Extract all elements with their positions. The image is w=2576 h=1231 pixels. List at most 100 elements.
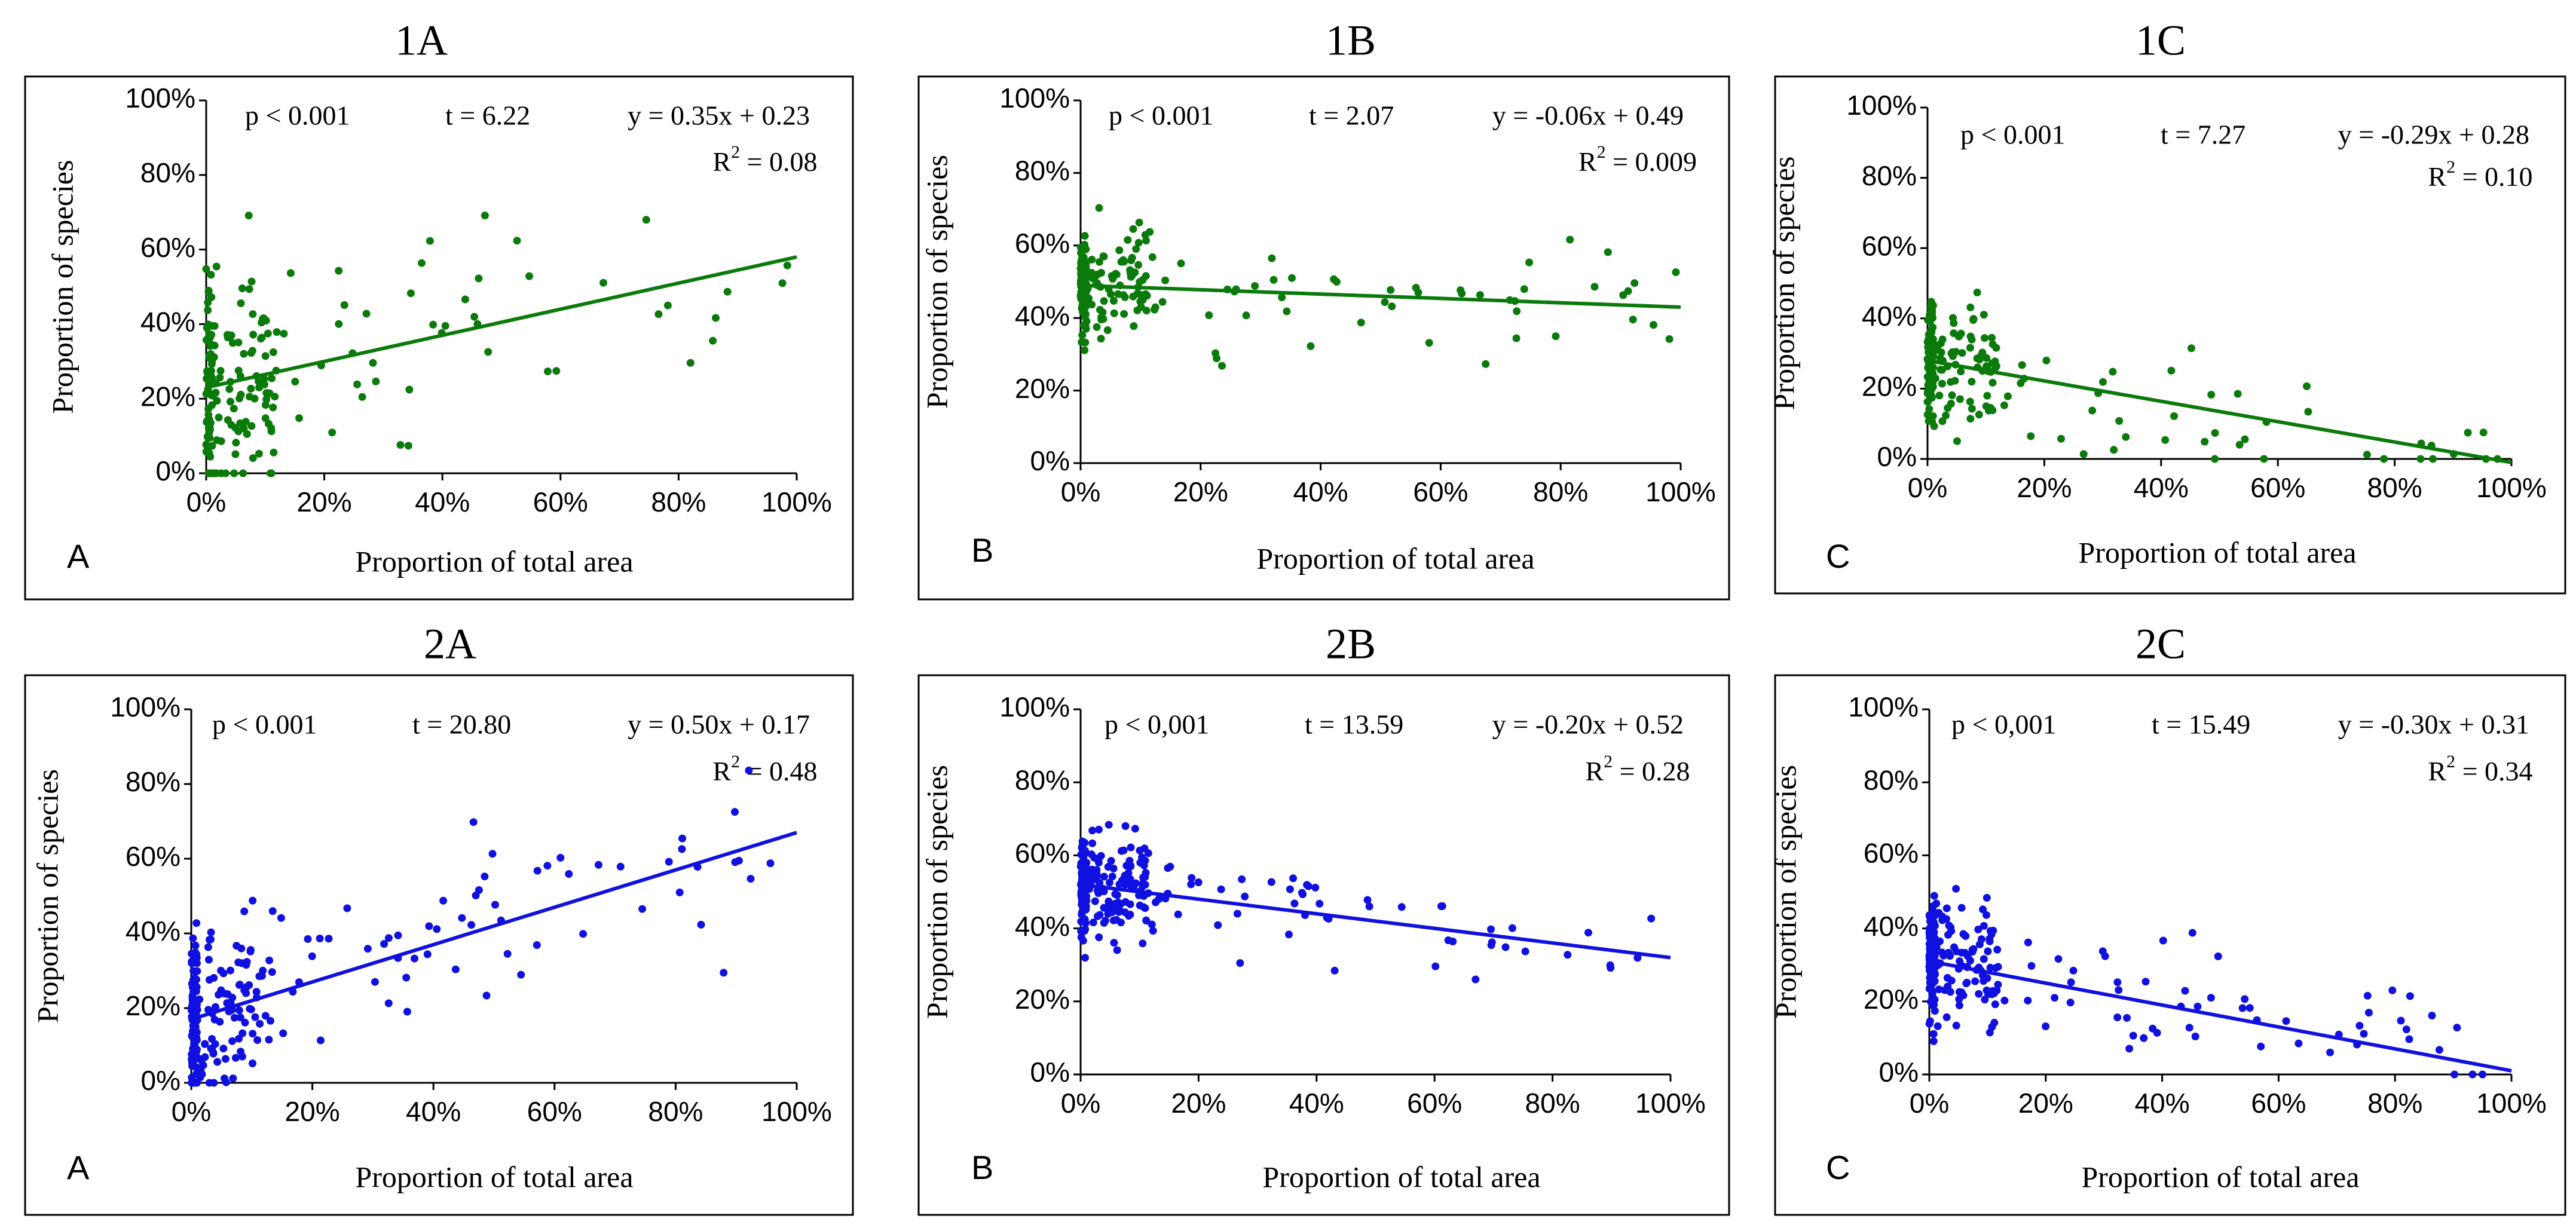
data-point: [1993, 945, 2002, 954]
data-point: [210, 341, 219, 350]
data-point: [235, 1006, 243, 1015]
x-tick-label: 20%: [297, 486, 352, 517]
data-point: [2149, 1024, 2157, 1033]
data-point: [192, 919, 201, 927]
data-point: [229, 1074, 237, 1083]
data-point: [595, 861, 602, 869]
data-point: [2435, 1046, 2443, 1054]
panel-2C: 2C 0% 20% 40% 60% 80% 100% 0% 20% 40% 60% 80% 100% Pr…: [1769, 620, 2566, 1216]
regression-equation: y = -0.29x + 0.28: [2338, 120, 2529, 150]
data-point: [766, 859, 775, 868]
data-point: [1136, 846, 1144, 855]
data-point: [1081, 244, 1089, 252]
data-point: [1242, 311, 1250, 320]
data-point: [2057, 434, 2065, 443]
data-point: [1100, 297, 1108, 305]
data-point: [1988, 990, 1996, 999]
data-point: [205, 956, 213, 964]
data-point: [267, 469, 276, 477]
data-point: [2129, 1031, 2137, 1040]
data-point: [1087, 870, 1095, 878]
data-point: [248, 347, 256, 355]
data-point: [2024, 938, 2032, 947]
data-point: [1088, 301, 1096, 309]
data-point: [2207, 994, 2215, 1002]
panel-1B: 1B 0% 20% 40% 60% 80% 100% 0% 20% 40% 60% 80% 100% Pr…: [917, 17, 1730, 601]
data-point: [237, 1048, 245, 1056]
data-point: [484, 348, 492, 356]
data-point: [240, 424, 248, 433]
p-value-text: p < 0,001: [1105, 709, 1209, 740]
data-point: [1948, 348, 1957, 356]
data-point: [2326, 1048, 2334, 1057]
x-tick-label: 40%: [2135, 1088, 2190, 1119]
data-point: [249, 1030, 257, 1038]
data-point: [192, 1070, 200, 1078]
data-point: [665, 858, 673, 866]
data-point: [1363, 896, 1372, 904]
data-point: [244, 212, 253, 220]
data-point: [371, 978, 379, 986]
r-squared-text: R2 = 0.34: [2428, 752, 2532, 786]
data-point: [1142, 272, 1150, 280]
data-point: [1135, 218, 1143, 226]
data-point: [1929, 1037, 1938, 1045]
data-point: [1267, 878, 1275, 886]
t-value-text: t = 2.07: [1309, 100, 1394, 131]
data-point: [2027, 961, 2036, 970]
data-point: [1961, 948, 1969, 957]
panel-frame: [917, 674, 1730, 1216]
data-point: [686, 359, 695, 367]
data-point: [230, 469, 238, 477]
data-point: [1929, 314, 1936, 322]
data-point: [1981, 334, 1988, 342]
x-tick-label: 80%: [648, 1096, 703, 1127]
t-value-text: t = 7.27: [2161, 120, 2245, 150]
data-point: [1134, 238, 1143, 247]
x-axis-label: Proportion of total area: [1262, 1160, 1540, 1193]
data-point: [1928, 347, 1936, 354]
x-tick-label: 0%: [1061, 1088, 1100, 1119]
data-point: [720, 969, 728, 977]
data-point: [1108, 272, 1116, 280]
data-point: [258, 972, 266, 980]
data-point: [1962, 932, 1970, 940]
x-tick-label: 0%: [172, 1096, 211, 1127]
data-point: [232, 439, 240, 447]
data-point: [1584, 929, 1592, 937]
data-point: [1458, 289, 1466, 298]
data-point: [1981, 996, 1989, 1004]
data-point: [1100, 872, 1108, 881]
data-point: [231, 1054, 240, 1062]
data-point: [206, 434, 214, 442]
data-point: [1604, 248, 1612, 256]
data-point: [1957, 368, 1965, 376]
y-tick-label: 60%: [1015, 228, 1070, 259]
data-point: [1928, 946, 1936, 954]
data-point: [1952, 884, 1960, 893]
x-tick-label: 100%: [2476, 1088, 2547, 1119]
data-point: [406, 289, 415, 298]
data-point: [1983, 974, 1991, 982]
data-point: [217, 437, 225, 445]
data-point: [1115, 246, 1124, 255]
x-tick-label: 40%: [1293, 476, 1348, 507]
data-point: [1929, 930, 1937, 939]
data-point: [1969, 945, 1978, 953]
data-point: [265, 389, 273, 397]
y-tick-label: 20%: [1015, 984, 1070, 1015]
scatter-series: [202, 212, 791, 477]
data-point: [2122, 433, 2130, 441]
data-point: [2416, 455, 2425, 463]
y-tick-label: 100%: [999, 691, 1070, 722]
data-point: [1095, 204, 1103, 212]
data-point: [212, 1003, 219, 1011]
data-point: [217, 469, 225, 477]
data-point: [1164, 864, 1172, 872]
data-point: [1968, 378, 1976, 386]
data-point: [204, 306, 212, 314]
data-point: [470, 313, 479, 321]
data-point: [207, 271, 215, 279]
data-point: [1958, 349, 1966, 357]
data-point: [2402, 1025, 2410, 1034]
